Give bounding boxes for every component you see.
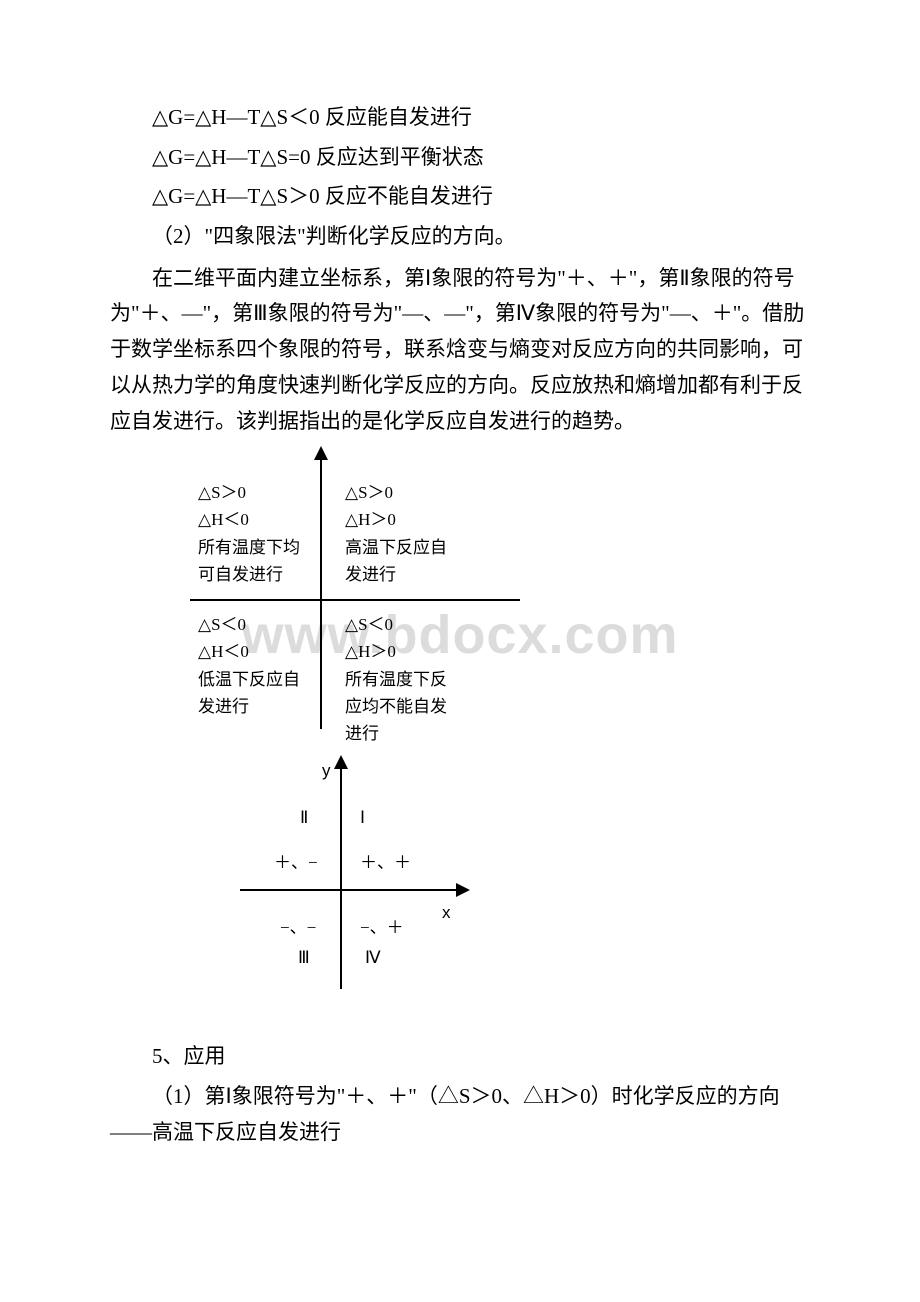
q4-num: Ⅳ	[365, 944, 381, 973]
q1-s: △S＞0	[345, 479, 475, 506]
section-5-p1: （1）第Ⅰ象限符号为"＋、＋"（△S＞0、△H＞0）时化学反应的方向——高温下反…	[110, 1079, 810, 1150]
y-axis	[340, 759, 342, 989]
equation-line-3: △G=△H—T△S＞0 反应不能自发进行	[110, 179, 810, 215]
equation-line-2: △G=△H—T△S=0 反应达到平衡状态	[110, 140, 810, 176]
quadrant-2-text: △S＞0 △H＜0 所有温度下均 可自发进行	[198, 479, 328, 588]
q3-t1: 低温下反应自	[198, 666, 328, 693]
q4-t2: 应均不能自发	[345, 693, 475, 720]
q4-s: △S＜0	[345, 611, 475, 638]
q2-num: Ⅱ	[300, 804, 308, 833]
equation-line-1: △G=△H—T△S＜0 反应能自发进行	[110, 100, 810, 136]
q1-h: △H＞0	[345, 506, 475, 533]
x-axis	[240, 889, 460, 891]
section-5-title: 5、应用	[110, 1039, 810, 1075]
quadrant-1-text: △S＞0 △H＞0 高温下反应自 发进行	[345, 479, 475, 588]
q3-num: Ⅲ	[298, 944, 310, 973]
q2-s: △S＞0	[198, 479, 328, 506]
y-label: y	[322, 757, 331, 786]
horizontal-axis	[190, 599, 520, 601]
q1-sign: ＋、＋	[360, 849, 411, 878]
q3-sign: −、−	[280, 914, 316, 943]
q1-t1: 高温下反应自	[345, 534, 475, 561]
q3-h: △H＜0	[198, 638, 328, 665]
q3-t2: 发进行	[198, 693, 328, 720]
q4-t1: 所有温度下反	[345, 666, 475, 693]
q1-num: Ⅰ	[360, 804, 365, 833]
q2-t1: 所有温度下均	[198, 534, 328, 561]
q2-sign: ＋、−	[274, 849, 318, 878]
q4-sign: −、＋	[360, 914, 404, 943]
q2-h: △H＜0	[198, 506, 328, 533]
quadrant-diagram-thermo: △S＞0 △H＜0 所有温度下均 可自发进行 △S＞0 △H＞0 高温下反应自 …	[180, 449, 540, 739]
q2-t2: 可自发进行	[198, 561, 328, 588]
quadrant-3-text: △S＜0 △H＜0 低温下反应自 发进行	[198, 611, 328, 720]
subheading-2: （2）"四象限法"判断化学反应的方向。	[110, 219, 810, 255]
quadrant-diagram-math: y x Ⅱ Ⅰ ＋、− ＋、＋ −、− −、＋ Ⅲ Ⅳ	[210, 749, 470, 999]
x-label: x	[442, 899, 451, 928]
q3-s: △S＜0	[198, 611, 328, 638]
x-axis-arrow	[456, 883, 470, 897]
quadrant-4-text: △S＜0 △H＞0 所有温度下反 应均不能自发 进行	[345, 611, 475, 747]
q4-h: △H＞0	[345, 638, 475, 665]
q1-t2: 发进行	[345, 561, 475, 588]
q4-t3: 进行	[345, 720, 475, 747]
body-paragraph: 在二维平面内建立坐标系，第Ⅰ象限的符号为"＋、＋"，第Ⅱ象限的符号为"＋、—"，…	[110, 261, 810, 439]
